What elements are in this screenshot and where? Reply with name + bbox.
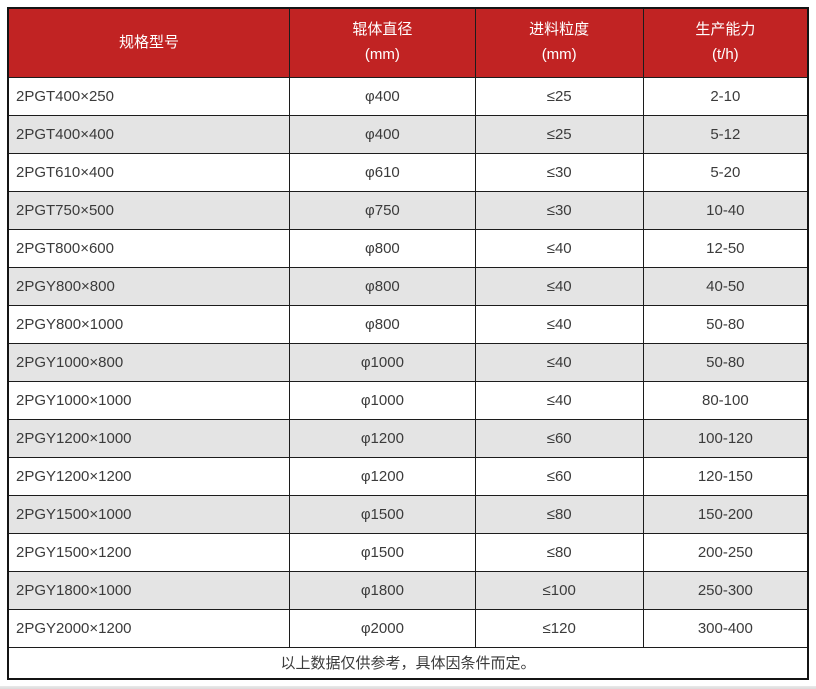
table-row: 2PGY1500×1000 φ1500 ≤80 150-200 xyxy=(7,494,809,534)
capacity-cell: 80-100 xyxy=(642,380,809,420)
feed-size-cell: ≤30 xyxy=(474,152,644,192)
model-cell: 2PGT610×400 xyxy=(7,152,291,192)
feed-size-cell: ≤40 xyxy=(474,342,644,382)
capacity-cell: 300-400 xyxy=(642,608,809,648)
feed-size-cell: ≤25 xyxy=(474,76,644,116)
diameter-cell: φ610 xyxy=(289,152,476,192)
table-row: 2PGY1000×1000 φ1000 ≤40 80-100 xyxy=(7,380,809,420)
diameter-cell: φ800 xyxy=(289,228,476,268)
feed-size-cell: ≤40 xyxy=(474,228,644,268)
table-row: 2PGY800×800 φ800 ≤40 40-50 xyxy=(7,266,809,306)
model-cell: 2PGY2000×1200 xyxy=(7,608,291,648)
footer-row: 以上数据仅供参考，具体因条件而定。 xyxy=(7,646,809,680)
capacity-cell: 50-80 xyxy=(642,304,809,344)
capacity-cell: 250-300 xyxy=(642,570,809,610)
capacity-cell: 2-10 xyxy=(642,76,809,116)
capacity-cell: 100-120 xyxy=(642,418,809,458)
model-cell: 2PGY1500×1200 xyxy=(7,532,291,572)
table-row: 2PGY2000×1200 φ2000 ≤120 300-400 xyxy=(7,608,809,648)
feed-size-cell: ≤80 xyxy=(474,532,644,572)
table-footer: 以上数据仅供参考，具体因条件而定。 xyxy=(7,646,809,680)
capacity-cell: 150-200 xyxy=(642,494,809,534)
diameter-cell: φ1800 xyxy=(289,570,476,610)
model-cell: 2PGT400×250 xyxy=(7,76,291,116)
header-capacity: 生产能力 (t/h) xyxy=(642,7,809,78)
header-capacity-title: 生产能力 xyxy=(695,20,756,38)
table-row: 2PGY1500×1200 φ1500 ≤80 200-250 xyxy=(7,532,809,572)
header-roller-diameter-unit: (mm) xyxy=(364,46,400,64)
capacity-cell: 200-250 xyxy=(642,532,809,572)
table-row: 2PGT400×400 φ400 ≤25 5-12 xyxy=(7,114,809,154)
feed-size-cell: ≤100 xyxy=(474,570,644,610)
table-row: 2PGT750×500 φ750 ≤30 10-40 xyxy=(7,190,809,230)
feed-size-cell: ≤30 xyxy=(474,190,644,230)
capacity-cell: 40-50 xyxy=(642,266,809,306)
capacity-cell: 5-12 xyxy=(642,114,809,154)
model-cell: 2PGY1000×1000 xyxy=(7,380,291,420)
diameter-cell: φ1000 xyxy=(289,380,476,420)
model-cell: 2PGT800×600 xyxy=(7,228,291,268)
capacity-cell: 50-80 xyxy=(642,342,809,382)
model-cell: 2PGY1800×1000 xyxy=(7,570,291,610)
diameter-cell: φ1500 xyxy=(289,532,476,572)
feed-size-cell: ≤40 xyxy=(474,380,644,420)
diameter-cell: φ800 xyxy=(289,266,476,306)
capacity-cell: 120-150 xyxy=(642,456,809,496)
capacity-cell: 5-20 xyxy=(642,152,809,192)
footer-note: 以上数据仅供参考，具体因条件而定。 xyxy=(7,646,809,680)
header-roller-diameter-title: 辊体直径 xyxy=(352,20,413,38)
diameter-cell: φ1000 xyxy=(289,342,476,382)
model-cell: 2PGY1500×1000 xyxy=(7,494,291,534)
diameter-cell: φ1500 xyxy=(289,494,476,534)
table-row: 2PGT400×250 φ400 ≤25 2-10 xyxy=(7,76,809,116)
diameter-cell: φ750 xyxy=(289,190,476,230)
table-row: 2PGT610×400 φ610 ≤30 5-20 xyxy=(7,152,809,192)
table-row: 2PGY1200×1000 φ1200 ≤60 100-120 xyxy=(7,418,809,458)
feed-size-cell: ≤120 xyxy=(474,608,644,648)
model-cell: 2PGT750×500 xyxy=(7,190,291,230)
model-cell: 2PGY1000×800 xyxy=(7,342,291,382)
table-row: 2PGY1800×1000 φ1800 ≤100 250-300 xyxy=(7,570,809,610)
capacity-cell: 10-40 xyxy=(642,190,809,230)
diameter-cell: φ400 xyxy=(289,114,476,154)
table-row: 2PGT800×600 φ800 ≤40 12-50 xyxy=(7,228,809,268)
model-cell: 2PGY800×1000 xyxy=(7,304,291,344)
header-capacity-unit: (t/h) xyxy=(712,46,739,64)
feed-size-cell: ≤40 xyxy=(474,304,644,344)
diameter-cell: φ400 xyxy=(289,76,476,116)
model-cell: 2PGY1200×1000 xyxy=(7,418,291,458)
feed-size-cell: ≤25 xyxy=(474,114,644,154)
header-roller-diameter: 辊体直径 (mm) xyxy=(289,7,476,78)
feed-size-cell: ≤60 xyxy=(474,456,644,496)
header-feed-size: 进料粒度 (mm) xyxy=(474,7,644,78)
header-model: 规格型号 xyxy=(7,7,291,78)
spec-table: 规格型号 辊体直径 (mm) 进料粒度 (mm) xyxy=(7,7,809,680)
diameter-cell: φ1200 xyxy=(289,456,476,496)
header-feed-size-unit: (mm) xyxy=(541,46,577,64)
header-feed-size-title: 进料粒度 xyxy=(529,20,590,38)
model-cell: 2PGT400×400 xyxy=(7,114,291,154)
table-row: 2PGY1000×800 φ1000 ≤40 50-80 xyxy=(7,342,809,382)
table-header: 规格型号 辊体直径 (mm) 进料粒度 (mm) xyxy=(7,7,809,78)
diameter-cell: φ1200 xyxy=(289,418,476,458)
table-row: 2PGY800×1000 φ800 ≤40 50-80 xyxy=(7,304,809,344)
feed-size-cell: ≤60 xyxy=(474,418,644,458)
header-row: 规格型号 辊体直径 (mm) 进料粒度 (mm) xyxy=(7,7,809,78)
model-cell: 2PGY800×800 xyxy=(7,266,291,306)
table-row: 2PGY1200×1200 φ1200 ≤60 120-150 xyxy=(7,456,809,496)
diameter-cell: φ800 xyxy=(289,304,476,344)
capacity-cell: 12-50 xyxy=(642,228,809,268)
feed-size-cell: ≤80 xyxy=(474,494,644,534)
table-body: 2PGT400×250 φ400 ≤25 2-10 2PGT400×400 φ400 ≤25… xyxy=(7,76,809,648)
diameter-cell: φ2000 xyxy=(289,608,476,648)
model-cell: 2PGY1200×1200 xyxy=(7,456,291,496)
header-model-title: 规格型号 xyxy=(119,33,180,51)
feed-size-cell: ≤40 xyxy=(474,266,644,306)
